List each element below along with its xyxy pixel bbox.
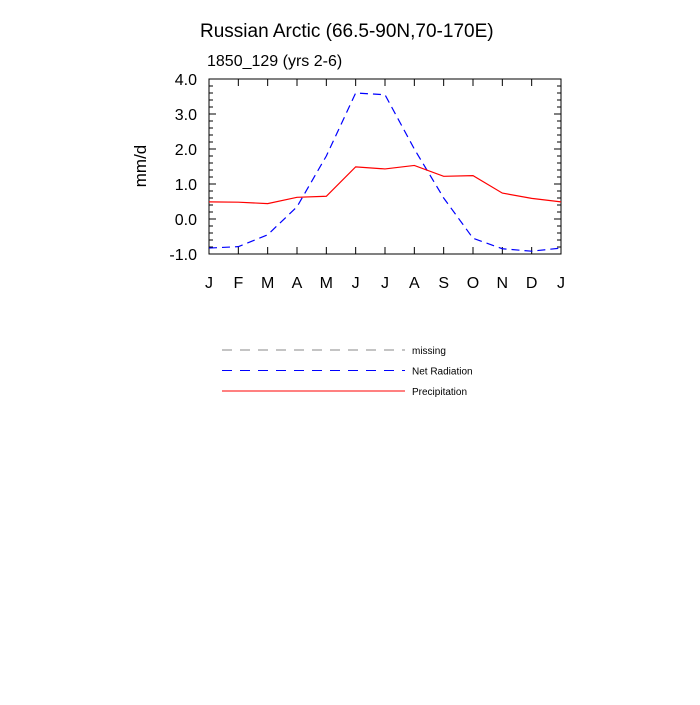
data-point-net-radiation — [296, 206, 298, 208]
data-point-precipitation — [472, 174, 474, 176]
x-tick-label: O — [467, 275, 479, 292]
data-point-precipitation — [208, 201, 210, 203]
chart-subtitle: 1850_129 (yrs 2-6) — [207, 53, 342, 70]
data-point-precipitation — [354, 166, 356, 168]
plot-frame — [208, 78, 562, 255]
y-tick-label: -1.0 — [169, 247, 197, 264]
data-point-precipitation — [384, 168, 386, 170]
data-point-net-radiation — [442, 197, 444, 199]
data-point-precipitation — [266, 202, 268, 204]
x-tick-label: J — [352, 275, 360, 292]
data-point-net-radiation — [501, 248, 503, 250]
y-tick-label: 2.0 — [175, 142, 197, 159]
data-point-net-radiation — [384, 94, 386, 96]
data-point-net-radiation — [266, 234, 268, 236]
plot-area: -1.00.01.02.03.04.0J F M A M J J A S O N D J — [169, 72, 565, 292]
data-point-net-radiation — [325, 155, 327, 157]
y-axis-label: mm/d — [131, 145, 150, 188]
data-point-precipitation — [442, 175, 444, 177]
data-point-precipitation — [296, 196, 298, 198]
x-tick-label: M — [261, 275, 274, 292]
y-tick-label: 1.0 — [175, 177, 197, 194]
x-tick-label: A — [409, 275, 420, 292]
data-point-net-radiation — [208, 247, 210, 249]
x-tick-label: D — [526, 275, 538, 292]
series-line-net-radiation — [208, 92, 562, 252]
data-point-net-radiation — [560, 247, 562, 249]
legend-label-missing: missing — [412, 346, 446, 357]
x-tick-label: M — [320, 275, 333, 292]
x-tick-label: J — [205, 275, 213, 292]
data-point-precipitation — [413, 164, 415, 166]
data-point-net-radiation — [237, 245, 239, 247]
data-point-net-radiation — [530, 250, 532, 252]
data-point-precipitation — [530, 197, 532, 199]
series-line-precipitation — [208, 164, 562, 205]
data-point-net-radiation — [472, 237, 474, 239]
data-point-precipitation — [501, 192, 503, 194]
legend: missing Net Radiation Precipitation — [222, 346, 473, 398]
y-tick-label: 4.0 — [175, 72, 197, 89]
chart-title: Russian Arctic (66.5-90N,70-170E) — [200, 21, 494, 42]
y-tick-label: 0.0 — [175, 212, 197, 229]
legend-label-precipitation: Precipitation — [412, 387, 467, 398]
x-tick-label: A — [292, 275, 303, 292]
data-point-net-radiation — [413, 148, 415, 150]
x-tick-label: J — [381, 275, 389, 292]
x-tick-label: J — [557, 275, 565, 292]
data-point-precipitation — [560, 201, 562, 203]
data-point-precipitation — [325, 195, 327, 197]
y-tick-label: 3.0 — [175, 107, 197, 124]
legend-label-net-radiation: Net Radiation — [412, 367, 473, 378]
data-point-net-radiation — [354, 92, 356, 94]
x-tick-label: N — [497, 275, 509, 292]
data-point-precipitation — [237, 201, 239, 203]
x-tick-label: F — [233, 275, 243, 292]
x-tick-label: S — [438, 275, 449, 292]
